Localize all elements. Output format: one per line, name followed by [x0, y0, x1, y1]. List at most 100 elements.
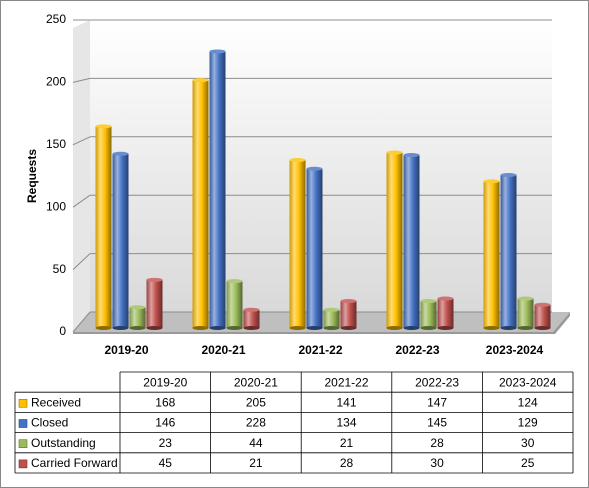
bar — [403, 155, 420, 328]
bar-base — [403, 326, 420, 330]
bar-base — [500, 326, 517, 330]
bar-base — [306, 326, 323, 330]
bar-base — [386, 326, 403, 330]
bar-top — [323, 307, 340, 312]
table-value: 147 — [427, 395, 447, 409]
bar-base — [534, 326, 551, 330]
bar — [226, 281, 243, 328]
legend-swatch — [18, 398, 28, 408]
bar-base — [289, 326, 306, 330]
bar-base — [483, 326, 500, 330]
table-value: 28 — [340, 456, 354, 470]
table-value: 134 — [336, 416, 356, 430]
table-value: 44 — [249, 436, 263, 450]
bar — [386, 152, 403, 328]
table-value: 23 — [159, 436, 173, 450]
bar — [483, 181, 500, 328]
bar-base — [226, 326, 243, 330]
table-header: 2019-20 — [143, 375, 187, 389]
bar-base — [437, 326, 454, 330]
x-tick-label: 2022-23 — [395, 343, 439, 357]
table-value: 145 — [427, 416, 447, 430]
table-value: 129 — [518, 416, 538, 430]
bar — [517, 298, 534, 328]
bar — [146, 279, 163, 328]
bar — [500, 175, 517, 328]
bar-top — [340, 299, 357, 304]
grid-line-side — [72, 194, 91, 208]
table-value: 45 — [159, 456, 173, 470]
y-tick-label: 250 — [46, 12, 66, 26]
bar-base — [192, 326, 209, 330]
bar-top — [386, 150, 403, 155]
bar — [192, 80, 209, 328]
bar-top — [226, 279, 243, 284]
table-value: 205 — [246, 395, 266, 409]
x-tick-label: 2023-2024 — [486, 343, 544, 357]
table-header: 2021-22 — [324, 375, 368, 389]
bar-top — [243, 307, 260, 312]
bar — [243, 309, 260, 328]
bar-top — [500, 173, 517, 178]
table-value: 228 — [246, 416, 266, 430]
legend-label: Received — [31, 395, 81, 409]
table-header: 2020-21 — [234, 375, 278, 389]
y-tick-label: 0 — [59, 324, 66, 338]
table-header: 2022-23 — [415, 375, 459, 389]
bar — [129, 307, 146, 328]
grid-line-side — [72, 311, 91, 333]
y-tick-label: 50 — [53, 262, 67, 276]
x-tick-label: 2019-20 — [104, 343, 148, 357]
y-tick-label: 200 — [46, 75, 66, 89]
table-value: 30 — [430, 456, 444, 470]
bar-top — [437, 296, 454, 301]
bar-top — [483, 179, 500, 184]
bar-top — [420, 299, 437, 304]
table-value: 30 — [521, 436, 535, 450]
bar-base — [323, 326, 340, 330]
legend-label: Outstanding — [31, 436, 96, 450]
table-value: 21 — [249, 456, 263, 470]
bar-base — [112, 326, 129, 330]
bar-top — [403, 153, 420, 158]
bar-base — [146, 326, 163, 330]
bar-top — [95, 124, 112, 129]
bar — [420, 301, 437, 328]
bar — [209, 51, 226, 329]
bar-base — [340, 326, 357, 330]
bar — [306, 168, 323, 328]
bar-base — [517, 326, 534, 330]
bar — [534, 304, 551, 328]
bar-top — [146, 277, 163, 282]
bar-base — [95, 326, 112, 330]
table-value: 21 — [340, 436, 354, 450]
bar-top — [517, 296, 534, 301]
bar-base — [129, 326, 146, 330]
bar — [437, 298, 454, 328]
table-value: 28 — [430, 436, 444, 450]
y-axis-label: Requests — [25, 149, 39, 203]
y-tick-label: 100 — [46, 199, 66, 213]
bar — [323, 309, 340, 328]
grid-line-side — [72, 136, 91, 146]
bar — [95, 126, 112, 328]
bar-top — [534, 302, 551, 307]
y-tick-label: 150 — [46, 137, 66, 151]
table-value: 168 — [155, 395, 175, 409]
table-value: 124 — [518, 395, 538, 409]
grid-line-side — [72, 253, 91, 270]
bar-base — [243, 326, 260, 330]
grid-line-side — [72, 77, 91, 83]
bar — [340, 301, 357, 328]
bar — [289, 160, 306, 328]
legend-swatch — [18, 419, 28, 428]
table-value: 25 — [521, 456, 535, 470]
bar-base — [420, 326, 437, 330]
bar-top — [289, 158, 306, 163]
table-value: 146 — [155, 416, 175, 430]
x-tick-label: 2021-22 — [298, 343, 342, 357]
bar-base — [209, 326, 226, 330]
side-wall — [73, 20, 90, 332]
